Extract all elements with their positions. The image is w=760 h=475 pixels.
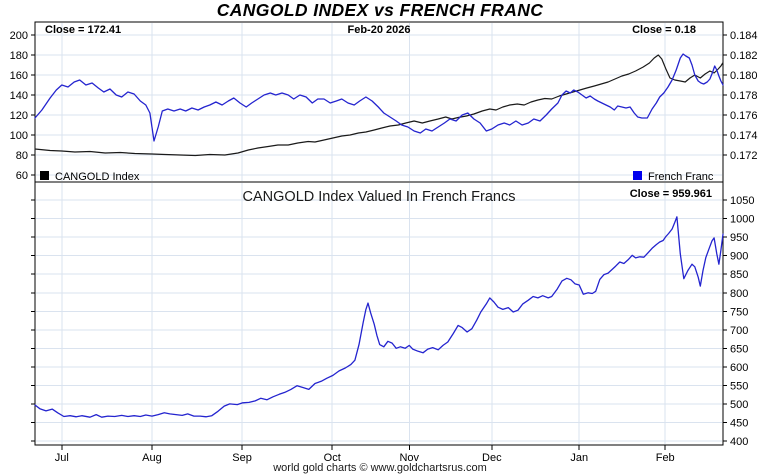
bottom-close-label: Close = 959.961 — [630, 188, 712, 200]
axis-tick-label: 0.176 — [730, 110, 758, 122]
axis-tick-label: 0.180 — [730, 70, 758, 82]
top-close-left-label: Close = 172.41 — [45, 24, 121, 36]
series-cangold-index — [34, 54, 724, 157]
axis-tick-label: 0.184 — [730, 30, 758, 42]
axis-tick-label: 0.182 — [730, 50, 758, 62]
axis-tick-label: 0.172 — [730, 150, 758, 162]
axis-tick-label: 700 — [730, 325, 748, 337]
axis-tick-label: 1050 — [730, 195, 754, 207]
cangold-index-legend-swatch — [40, 171, 49, 180]
axis-tick-label: 0.178 — [730, 90, 758, 102]
axis-tick-label: 140 — [10, 90, 28, 102]
bottom-chart-title: CANGOLD Index Valued In French Francs — [243, 189, 516, 205]
plot-border — [34, 181, 724, 446]
axis-tick-label: 400 — [730, 436, 748, 448]
axis-tick-label: 160 — [10, 70, 28, 82]
month-label: Jul — [55, 452, 69, 464]
axis-tick-label: 750 — [730, 306, 748, 318]
month-label: Dec — [482, 452, 502, 464]
top-chart-plot — [34, 21, 724, 183]
axis-tick-label: 0.174 — [730, 130, 758, 142]
month-label: Oct — [324, 452, 341, 464]
axis-tick-label: 500 — [730, 399, 748, 411]
chart-title: CANGOLD INDEX vs FRENCH FRANC — [217, 0, 544, 20]
month-label: Aug — [142, 452, 162, 464]
french-franc-legend-swatch — [633, 171, 642, 180]
axis-tick-label: 850 — [730, 269, 748, 281]
axis-tick-label: 900 — [730, 251, 748, 263]
month-label: Jan — [570, 452, 588, 464]
axis-tick-label: 180 — [10, 50, 28, 62]
axis-labels: 200 180 160 140 120 100 80 60 0.184 0.182 0.180 0.1… — [10, 30, 758, 464]
axis-tick-label: 60 — [16, 170, 28, 182]
axis-tick-label: 550 — [730, 380, 748, 392]
axis-tick-label: 1000 — [730, 214, 754, 226]
bottom-chart-plot — [34, 181, 724, 446]
month-label: Feb — [656, 452, 675, 464]
axis-tick-label: 80 — [16, 150, 28, 162]
month-label: Nov — [399, 452, 419, 464]
top-close-right-label: Close = 0.18 — [632, 24, 696, 36]
series-cangold-index-valued-in-french-francs — [34, 216, 724, 418]
month-label: Sep — [232, 452, 252, 464]
axis-tick-label: 650 — [730, 343, 748, 355]
axis-tick-label: 800 — [730, 288, 748, 300]
cangold-index-legend-label: CANGOLD Index — [55, 171, 140, 183]
axis-tick-label: 450 — [730, 417, 748, 429]
series-french-franc — [34, 53, 724, 142]
axis-tick-label: 600 — [730, 362, 748, 374]
axis-tick-label: 100 — [10, 130, 28, 142]
top-date-label: Feb-20 2026 — [348, 24, 411, 36]
axis-tick-label: 120 — [10, 110, 28, 122]
axis-tick-label: 200 — [10, 30, 28, 42]
french-franc-legend-label: French Franc — [648, 171, 714, 183]
footer-credit: world gold charts © www.goldchartsrus.co… — [272, 462, 487, 474]
axis-tick-label: 950 — [730, 232, 748, 244]
legend: CANGOLD Index French Franc — [40, 171, 714, 183]
